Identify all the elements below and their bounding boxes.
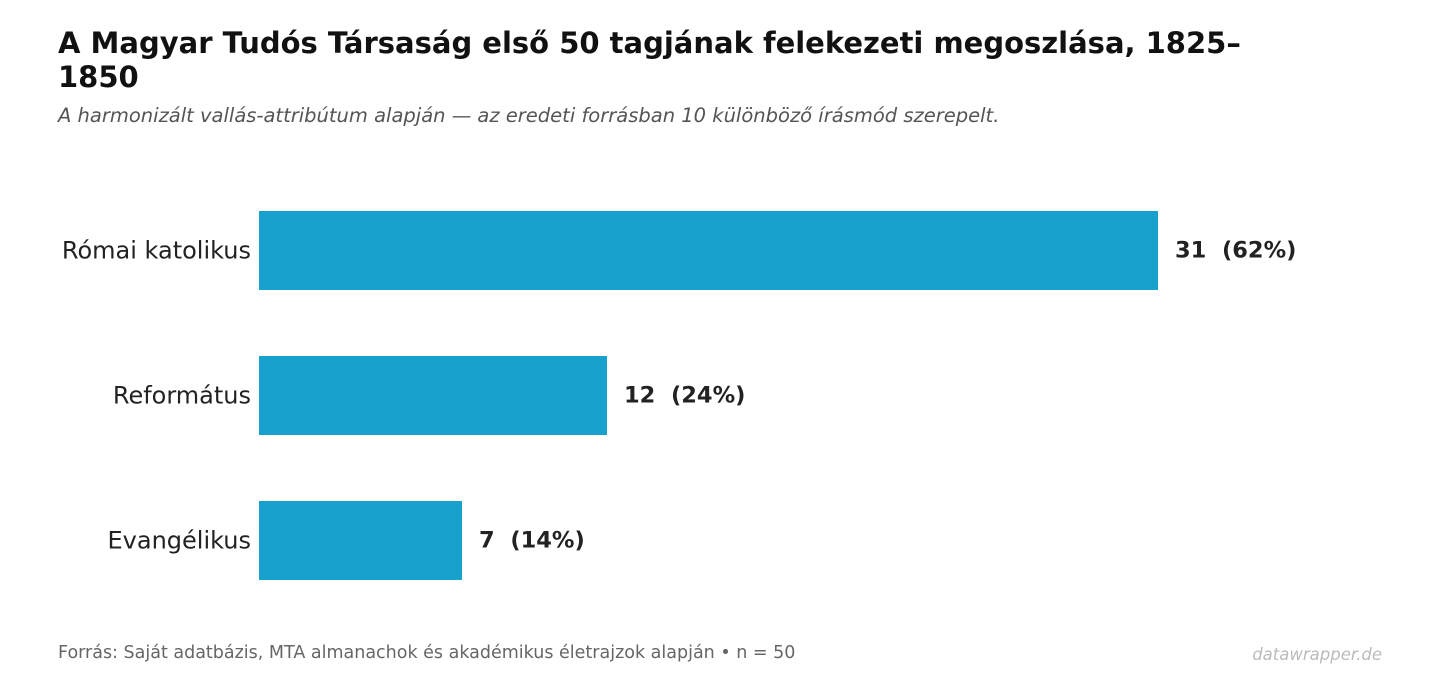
bar-romai-katolikus (259, 211, 1158, 290)
source-note: Forrás: Saját adatbázis, MTA almanachok … (58, 643, 796, 663)
value-label-romai-katolikus: 31 (62%) (1175, 238, 1296, 264)
chart-subtitle: A harmonizált vallás-attribútum alapján … (58, 104, 1000, 127)
value-label-evangelikus: 7 (14%) (479, 528, 585, 554)
bar-evangelikus (259, 501, 462, 580)
value-label-reformatus: 12 (24%) (624, 383, 745, 409)
brand-credit: datawrapper.de (1252, 645, 1382, 664)
category-label-romai-katolikus: Római katolikus (62, 237, 251, 265)
chart-title: A Magyar Tudós Társaság első 50 tagjának… (58, 26, 1241, 94)
category-label-reformatus: Református (113, 382, 251, 410)
category-label-evangelikus: Evangélikus (108, 527, 252, 555)
bar-reformatus (259, 356, 607, 435)
